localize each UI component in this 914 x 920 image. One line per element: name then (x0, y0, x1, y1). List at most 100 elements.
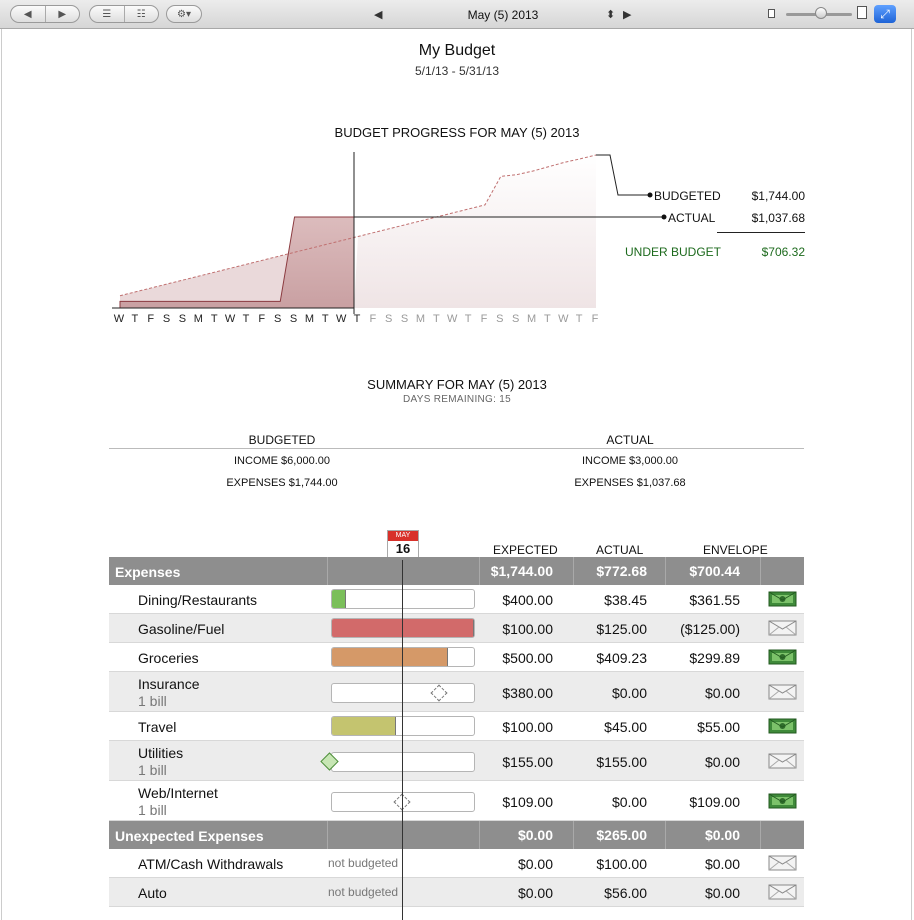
day-tick-label: S (274, 313, 281, 325)
row-actual-value: $125.00 (596, 621, 647, 637)
zoom-slider-knob[interactable] (815, 7, 827, 19)
day-tick-label: T (243, 313, 250, 325)
budget-progress-bar[interactable] (331, 716, 475, 736)
days-remaining: DAYS REMAINING: 15 (402, 394, 512, 405)
cash-envelope-icon[interactable] (768, 791, 798, 811)
summary-actual-income: INCOME $3,000.00 (582, 455, 678, 467)
table-row[interactable]: Web/Internet 1 bill $109.00 $0.00 $109.00 (109, 781, 804, 821)
today-calendar-icon: MAY 16 (387, 530, 419, 560)
table-row[interactable]: Groceries $500.00 $409.23 $299.89 (109, 643, 804, 672)
day-tick-label: T (433, 313, 440, 325)
row-envelope-value: ($125.00) (680, 621, 740, 637)
empty-envelope-icon[interactable] (768, 853, 798, 873)
column-separator (665, 557, 666, 585)
day-tick-label: S (496, 313, 503, 325)
budget-progress-bar[interactable] (331, 647, 475, 667)
row-expected-value: $109.00 (502, 794, 553, 810)
table-row[interactable]: Auto not budgeted $0.00 $56.00 $0.00 (109, 878, 804, 907)
group-envelope-total: $700.44 (689, 563, 740, 579)
next-period-button[interactable]: ▶ (623, 9, 632, 21)
row-envelope-value: $361.55 (689, 592, 740, 608)
budget-progress-bar[interactable] (331, 792, 475, 812)
back-forward-control: ◀ ▶ (10, 5, 80, 23)
row-expected-value: $100.00 (502, 719, 553, 735)
day-tick-label: S (290, 313, 297, 325)
table-row[interactable]: ATM/Cash Withdrawals not budgeted $0.00 $10… (109, 849, 804, 878)
budget-line (119, 154, 597, 297)
budget-progress-fill (332, 619, 474, 637)
period-selector[interactable]: May (5) 2013 (467, 8, 539, 22)
row-expected-value: $0.00 (517, 856, 553, 872)
day-tick-label: W (336, 313, 347, 325)
cash-envelope-icon[interactable] (768, 589, 798, 609)
table-row[interactable]: Dining/Restaurants $400.00 $38.45 $361.55 (109, 585, 804, 614)
budgeted-connector (596, 154, 650, 196)
day-tick-label: S (512, 313, 519, 325)
table-group-header: Expenses $1,744.00 $772.68 $700.44 (109, 557, 804, 585)
column-separator (327, 821, 328, 849)
row-envelope-value: $109.00 (689, 794, 740, 810)
budget-progress-fill (332, 590, 347, 608)
day-tick-label: F (369, 313, 376, 325)
summary-budgeted-income: INCOME $6,000.00 (234, 455, 330, 467)
today-day: 16 (395, 541, 411, 556)
row-actual-value: $155.00 (596, 754, 647, 770)
cash-envelope-icon[interactable] (768, 647, 798, 667)
future-budget-area (354, 155, 596, 308)
action-menu[interactable]: ⚙▾ (166, 5, 202, 23)
column-separator (327, 557, 328, 585)
table-row[interactable]: Utilities 1 bill $155.00 $155.00 $0.00 (109, 741, 804, 781)
table-row[interactable]: Gasoline/Fuel $100.00 $125.00 ($125.00) (109, 614, 804, 643)
legend-budgeted-label: BUDGETED (654, 189, 721, 203)
summary-title: SUMMARY FOR MAY (5) 2013 (367, 377, 547, 392)
period-stepper-icon[interactable]: ⬍ (606, 9, 616, 21)
category-name: Gasoline/Fuel (138, 621, 225, 637)
day-tick-label: T (211, 313, 218, 325)
summary-budgeted-expenses: EXPENSES $1,744.00 (226, 477, 338, 489)
previous-period-button[interactable]: ◀ (374, 9, 383, 21)
day-tick-label: T (354, 313, 361, 325)
zoom-out-icon[interactable] (768, 9, 775, 18)
zoom-in-icon[interactable] (857, 6, 867, 19)
list-view-icon[interactable]: ☰ (102, 8, 112, 20)
budget-progress-fill (332, 717, 396, 735)
not-budgeted-label: not budgeted (328, 856, 399, 870)
today-month: MAY (388, 531, 418, 541)
day-tick-label: F (258, 313, 265, 325)
table-row[interactable]: Travel $100.00 $45.00 $55.00 (109, 712, 804, 741)
empty-envelope-icon[interactable] (768, 682, 798, 702)
gear-icon[interactable]: ⚙▾ (177, 8, 191, 20)
day-tick-label: T (131, 313, 138, 325)
actual-spending-area (119, 216, 355, 309)
day-tick-label: W (114, 313, 125, 325)
table-row[interactable]: Insurance 1 bill $380.00 $0.00 $0.00 (109, 672, 804, 712)
group-actual-total: $265.00 (596, 827, 647, 843)
row-actual-value: $45.00 (604, 719, 647, 735)
back-button[interactable]: ◀ (23, 8, 32, 20)
budget-progress-bar[interactable] (331, 618, 475, 638)
summary-actual-expenses: EXPENSES $1,037.68 (574, 477, 686, 489)
empty-envelope-icon[interactable] (768, 618, 798, 638)
row-envelope-value: $299.89 (689, 650, 740, 666)
fullscreen-icon[interactable]: ⤢ (874, 5, 896, 23)
day-tick-label: M (194, 313, 203, 325)
row-actual-value: $38.45 (604, 592, 647, 608)
day-tick-label: S (163, 313, 170, 325)
budget-progress-bar[interactable] (331, 683, 475, 703)
column-separator (573, 557, 574, 585)
day-tick-label: M (527, 313, 536, 325)
empty-envelope-icon[interactable] (768, 751, 798, 771)
day-tick-label: F (592, 313, 599, 325)
legend-actual-label: ACTUAL (668, 211, 716, 225)
budget-progress-bar[interactable] (331, 752, 475, 772)
summary-actual-header: ACTUAL (606, 433, 654, 447)
budget-progress-bar[interactable] (331, 589, 475, 609)
cash-envelope-icon[interactable] (768, 716, 798, 736)
outline-view-icon[interactable]: ☷ (123, 6, 159, 22)
row-expected-value: $100.00 (502, 621, 553, 637)
column-separator (665, 821, 666, 849)
empty-envelope-icon[interactable] (768, 882, 798, 902)
row-envelope-value: $0.00 (704, 754, 740, 770)
forward-button[interactable]: ▶ (44, 6, 80, 22)
row-expected-value: $500.00 (502, 650, 553, 666)
